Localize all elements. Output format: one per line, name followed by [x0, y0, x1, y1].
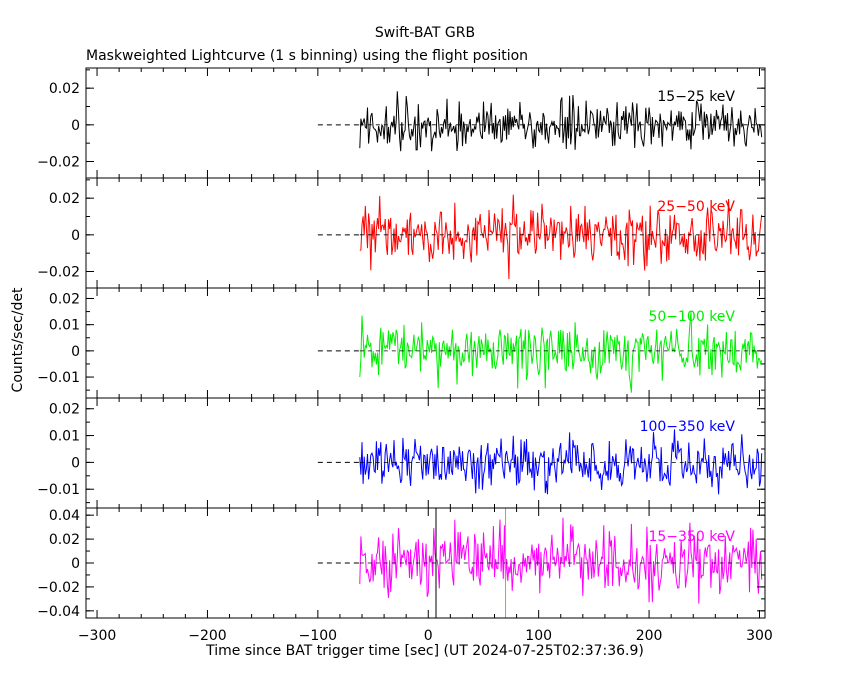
series-3-line	[359, 311, 763, 393]
y-tick-label: −0.02	[37, 265, 80, 281]
x-tick-label: 200	[636, 628, 663, 644]
series-2-line	[359, 194, 763, 280]
panel-3: −0.01 0 0.01 0.02 50−100 keV	[37, 287, 766, 399]
y-tick-label: 0.01	[49, 318, 80, 334]
x-axis-label: Time since BAT trigger time [sec] (UT 20…	[205, 643, 644, 659]
y-tick-label: 0.02	[49, 291, 80, 307]
band-label: 15−25 keV	[657, 89, 735, 105]
x-tick-label: 100	[525, 628, 552, 644]
chart-title: Swift-BAT GRB	[375, 25, 475, 41]
x-tick-label: −300	[78, 628, 116, 644]
y-tick-label: 0	[71, 228, 80, 244]
y-tick-label: −0.02	[37, 155, 80, 171]
x-tick-label: −100	[299, 628, 337, 644]
panel-2: −0.02 0 0.02 25−50 keV	[37, 177, 766, 289]
x-tick-label: 300	[746, 628, 773, 644]
x-tick-label: −200	[188, 628, 226, 644]
series-5-line	[359, 517, 763, 604]
panel-frame	[85, 397, 766, 509]
y-tick-label: 0	[71, 556, 80, 572]
y-tick-label: 0.02	[49, 532, 80, 548]
panel-frame	[85, 287, 766, 399]
y-tick-label: −0.04	[37, 604, 80, 620]
y-tick-label: 0.02	[49, 191, 80, 207]
x-tick-label: 0	[424, 628, 433, 644]
panel-1: −0.02 0 0.02 15−25 keV	[37, 67, 766, 179]
panel-4: −0.01 0 0.01 0.02 100−350 keV	[37, 397, 766, 509]
panel-frame	[85, 177, 766, 289]
band-label: 100−350 keV	[640, 419, 736, 435]
y-tick-label: −0.01	[37, 370, 80, 386]
y-tick-label: 0.02	[49, 402, 80, 418]
y-tick-label: −0.01	[37, 482, 80, 498]
y-tick-label: 0	[71, 455, 80, 471]
y-axis-label: Counts/sec/det	[10, 287, 26, 392]
chart-subtitle: Maskweighted Lightcurve (1 s binning) us…	[86, 48, 528, 64]
series-1-line	[359, 91, 763, 152]
y-tick-label: 0	[71, 344, 80, 360]
band-label: 50−100 keV	[648, 309, 735, 325]
y-tick-label: 0.02	[49, 81, 80, 97]
series-4-line	[359, 429, 763, 495]
y-tick-label: −0.02	[37, 580, 80, 596]
panel-5: −0.04 −0.02 0 0.02 0.04 15−350 keV	[37, 507, 766, 620]
y-tick-label: 0.01	[49, 429, 80, 445]
band-label: 25−50 keV	[657, 199, 735, 215]
band-label: 15−350 keV	[648, 529, 735, 545]
y-tick-label: 0	[71, 118, 80, 134]
y-tick-label: 0.04	[49, 508, 80, 524]
